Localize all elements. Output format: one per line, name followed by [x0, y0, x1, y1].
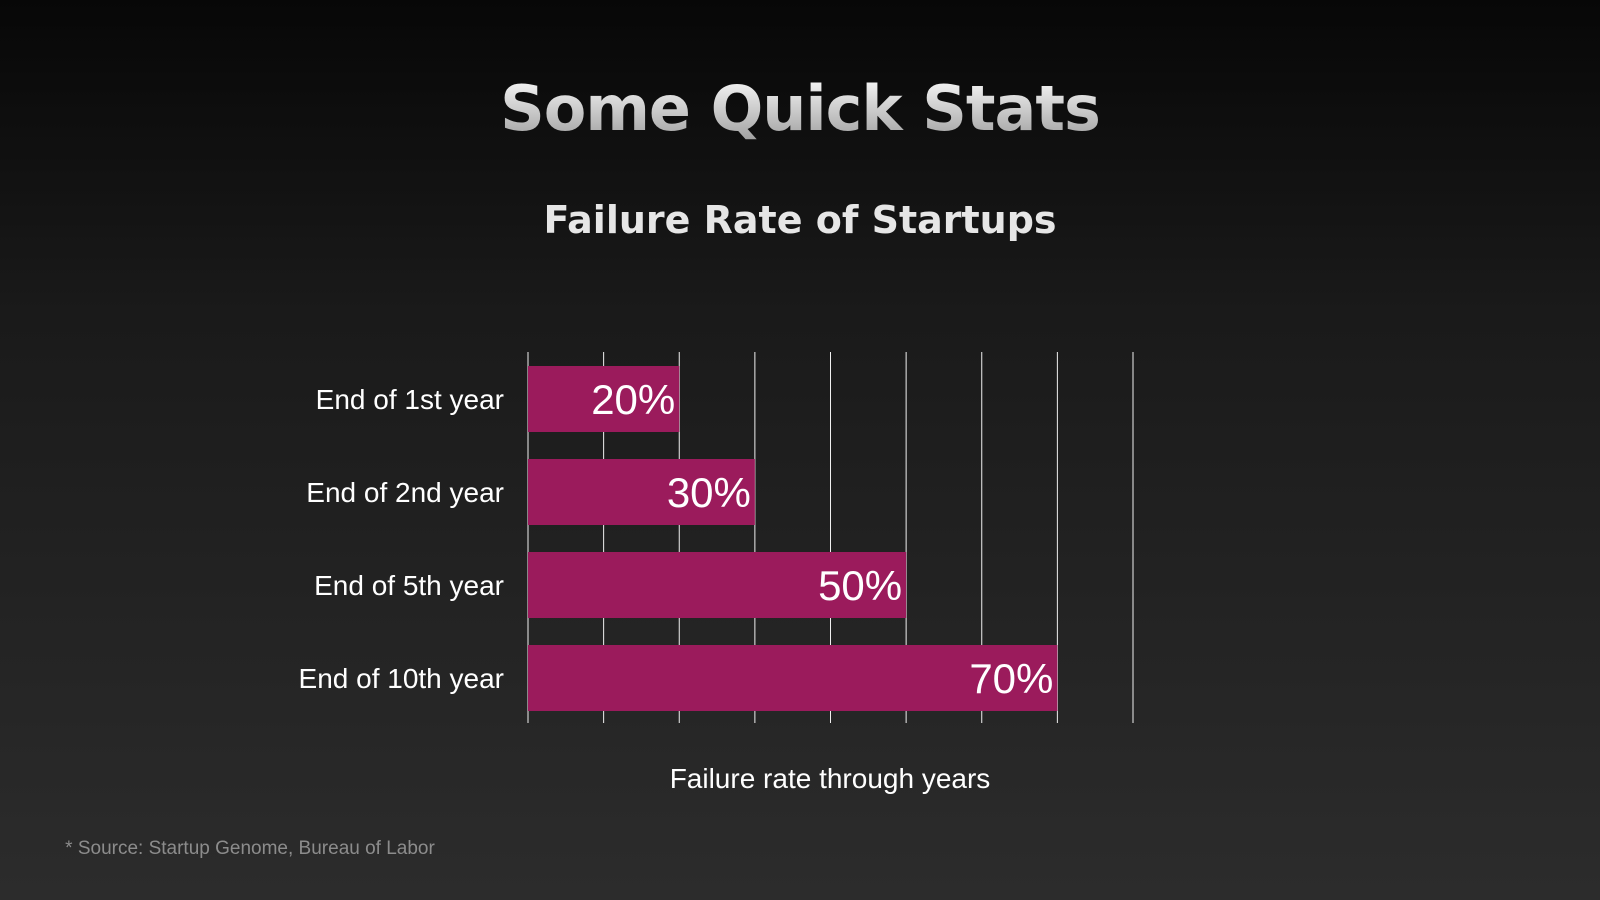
- slide-title: Some Quick Stats: [0, 72, 1600, 145]
- x-axis-label: Failure rate through years: [670, 763, 991, 794]
- category-labels: End of 1st year End of 2nd year End of 5th…: [299, 384, 504, 694]
- bar: [528, 552, 907, 618]
- bars: [528, 366, 1058, 711]
- category-label: End of 2nd year: [306, 477, 504, 508]
- category-label: End of 10th year: [299, 663, 504, 694]
- category-label: End of 5th year: [314, 570, 504, 601]
- data-label: 70%: [969, 655, 1053, 702]
- chart-title: Failure Rate of Startups: [543, 198, 1057, 242]
- data-label: 30%: [667, 469, 751, 516]
- category-label: End of 1st year: [316, 384, 504, 415]
- data-label: 20%: [591, 376, 675, 423]
- bar: [528, 366, 680, 432]
- data-labels: 20% 30% 50% 70%: [591, 376, 1053, 702]
- bar: [528, 645, 1058, 711]
- data-label: 50%: [818, 562, 902, 609]
- source-footnote: * Source: Startup Genome, Bureau of Labo…: [65, 838, 435, 859]
- bar: [528, 459, 755, 525]
